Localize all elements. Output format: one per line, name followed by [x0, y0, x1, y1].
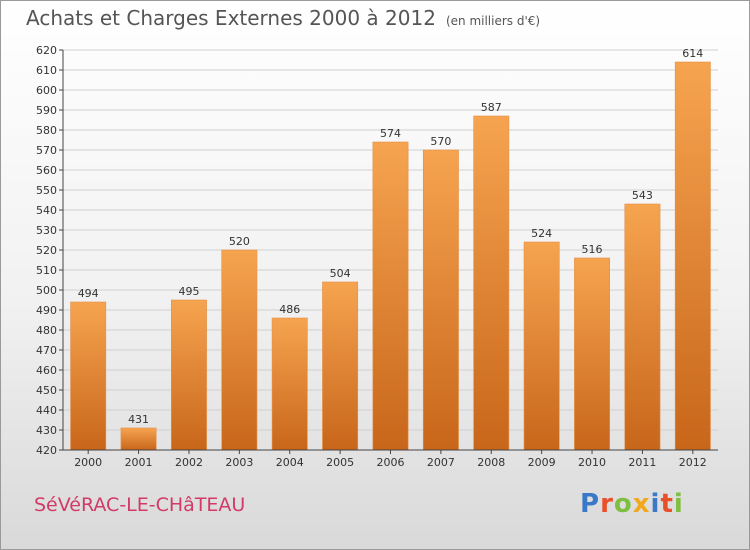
chart-title: Achats et Charges Externes 2000 à 2012 (e… — [26, 6, 540, 30]
chart-title-text: Achats et Charges Externes 2000 à 2012 — [26, 6, 436, 30]
value-label-2011: 543 — [632, 189, 653, 202]
y-tick-label: 440 — [36, 404, 57, 417]
y-tick-label: 450 — [36, 384, 57, 397]
y-tick-label: 430 — [36, 424, 57, 437]
y-tick-label: 570 — [36, 144, 57, 157]
bar-2012 — [674, 61, 711, 451]
y-tick-label: 500 — [36, 284, 57, 297]
y-tick-label: 590 — [36, 104, 57, 117]
bar-2011 — [624, 203, 661, 451]
y-tick-label: 580 — [36, 124, 57, 137]
value-label-2010: 516 — [582, 243, 603, 256]
value-label-2009: 524 — [531, 227, 552, 240]
bar-2000 — [70, 301, 107, 451]
bar-2005 — [322, 281, 359, 451]
y-tick-label: 460 — [36, 364, 57, 377]
y-tick-label: 560 — [36, 164, 57, 177]
x-tick-label: 2012 — [679, 456, 707, 469]
y-tick-label: 600 — [36, 84, 57, 97]
x-tick-label: 2004 — [276, 456, 304, 469]
y-tick-label: 520 — [36, 244, 57, 257]
value-label-2012: 614 — [682, 47, 703, 60]
value-label-2002: 495 — [178, 285, 199, 298]
value-label-2000: 494 — [78, 287, 99, 300]
x-tick-label: 2009 — [528, 456, 556, 469]
y-tick-label: 610 — [36, 64, 57, 77]
proxiti-logo: Proxiti — [580, 489, 684, 519]
bar-2001 — [120, 427, 157, 451]
bar-2009 — [523, 241, 560, 451]
x-tick-label: 2008 — [477, 456, 505, 469]
value-label-2006: 574 — [380, 127, 401, 140]
bar-2002 — [171, 299, 207, 451]
bars — [70, 61, 711, 451]
logo-letter: i — [650, 489, 661, 519]
logo-letter: P — [580, 489, 601, 519]
logo-letter: i — [673, 489, 684, 519]
value-label-2001: 431 — [128, 413, 149, 426]
y-axis: 420 430 440 450 460 470 480 490 500 510 520 530 540 5… — [36, 44, 64, 457]
bar-2010 — [574, 257, 610, 451]
y-tick-label: 550 — [36, 184, 57, 197]
value-label-2005: 504 — [330, 267, 351, 280]
y-tick-label: 470 — [36, 344, 57, 357]
x-tick-label: 2007 — [427, 456, 455, 469]
bar-2003 — [221, 249, 258, 451]
y-tick-label: 530 — [36, 224, 57, 237]
x-tick-label: 2000 — [74, 456, 102, 469]
value-labels: 494 431 495 520 486 504 574 570 587 524 516 543 614 — [78, 47, 704, 426]
bar-2007 — [422, 149, 459, 451]
y-tick-label: 480 — [36, 324, 57, 337]
bar-2006 — [372, 141, 409, 451]
x-tick-label: 2011 — [628, 456, 656, 469]
city-name: SéVéRAC-LE-CHâTEAU — [34, 494, 246, 516]
logo-letter: t — [660, 489, 674, 519]
y-tick-label: 540 — [36, 204, 57, 217]
chart-unit: (en milliers d'€) — [445, 14, 541, 28]
x-tick-label: 2006 — [377, 456, 405, 469]
y-tick-label: 490 — [36, 304, 57, 317]
x-tick-label: 2003 — [225, 456, 253, 469]
x-tick-label: 2001 — [125, 456, 153, 469]
logo-letter: r — [600, 489, 614, 519]
bar-2008 — [473, 115, 510, 451]
x-axis: 2000 2001 2002 2003 2004 2005 2006 2007 2008 2009… — [63, 449, 718, 469]
value-label-2007: 570 — [430, 135, 451, 148]
x-tick-label: 2005 — [326, 456, 354, 469]
y-tick-label: 420 — [36, 444, 57, 457]
logo-letter: o — [613, 489, 633, 519]
y-tick-label: 620 — [36, 44, 57, 57]
y-tick-label: 510 — [36, 264, 57, 277]
logo-letter: x — [632, 489, 651, 519]
x-tick-label: 2002 — [175, 456, 203, 469]
x-tick-label: 2010 — [578, 456, 606, 469]
value-label-2008: 587 — [481, 101, 502, 114]
value-label-2004: 486 — [279, 303, 300, 316]
bar-2004 — [271, 317, 308, 451]
value-label-2003: 520 — [229, 235, 250, 248]
